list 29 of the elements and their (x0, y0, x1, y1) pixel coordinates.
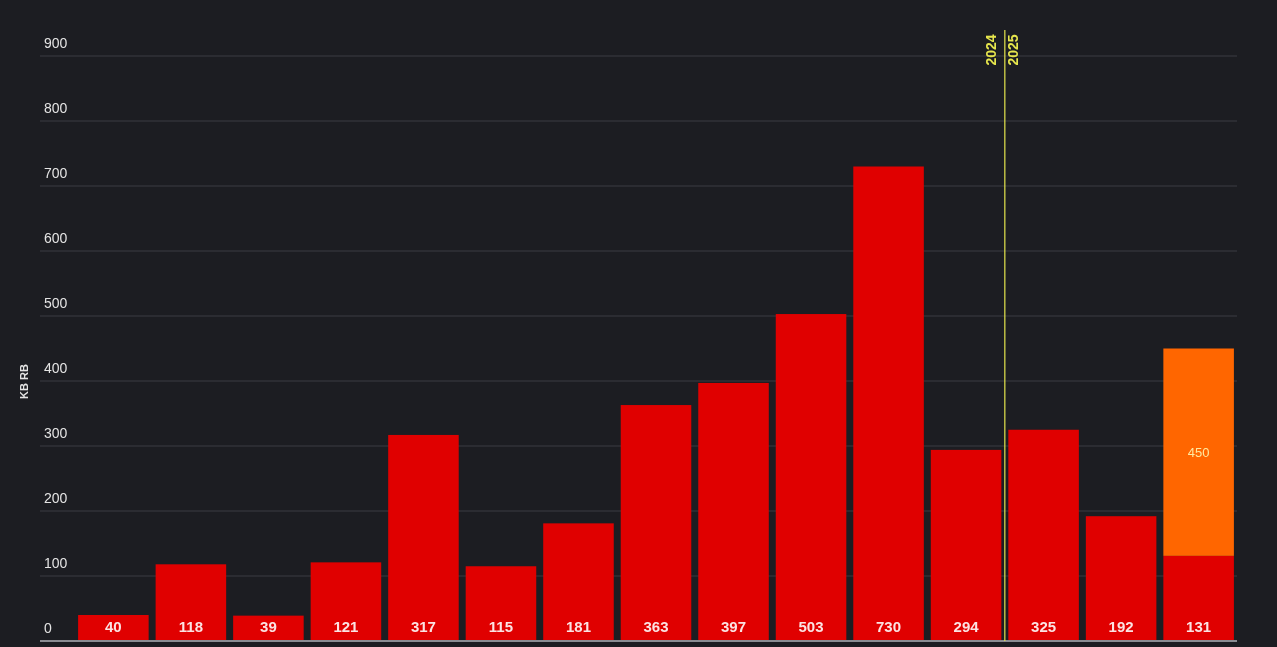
data-label: 397 (721, 618, 747, 635)
y-tick-label: 0 (44, 620, 52, 636)
data-label: 192 (1108, 618, 1134, 635)
data-label: 115 (488, 618, 514, 635)
y-tick-label: 400 (44, 360, 68, 376)
data-label: 131 (1186, 618, 1212, 635)
data-label: 121 (333, 618, 359, 635)
y-tick-label: 700 (44, 165, 68, 181)
annotation: 2024 (982, 34, 999, 66)
y-tick-label: 900 (44, 35, 68, 51)
data-label: 363 (643, 618, 669, 635)
y-axis-title: KB RB (18, 364, 30, 399)
data-label: 325 (1031, 618, 1057, 635)
y-tick-label: 300 (44, 425, 68, 441)
y-tick-label: 600 (44, 230, 68, 246)
total-label: 450 (1187, 445, 1210, 461)
data-label: 181 (565, 618, 591, 635)
data-label: 39 (260, 618, 277, 635)
annotation: 2025 (1004, 34, 1021, 66)
data-label: 118 (178, 618, 203, 635)
y-tick-label: 800 (44, 100, 68, 116)
data-label: 317 (410, 618, 436, 635)
data-label: 730 (876, 618, 902, 635)
y-tick-label: 100 (44, 555, 68, 571)
data-label: 294 (953, 618, 980, 635)
data-label: 40 (105, 618, 122, 635)
y-tick-label: 200 (44, 490, 68, 506)
data-label: 503 (798, 618, 824, 635)
y-tick-label: 500 (44, 295, 68, 311)
